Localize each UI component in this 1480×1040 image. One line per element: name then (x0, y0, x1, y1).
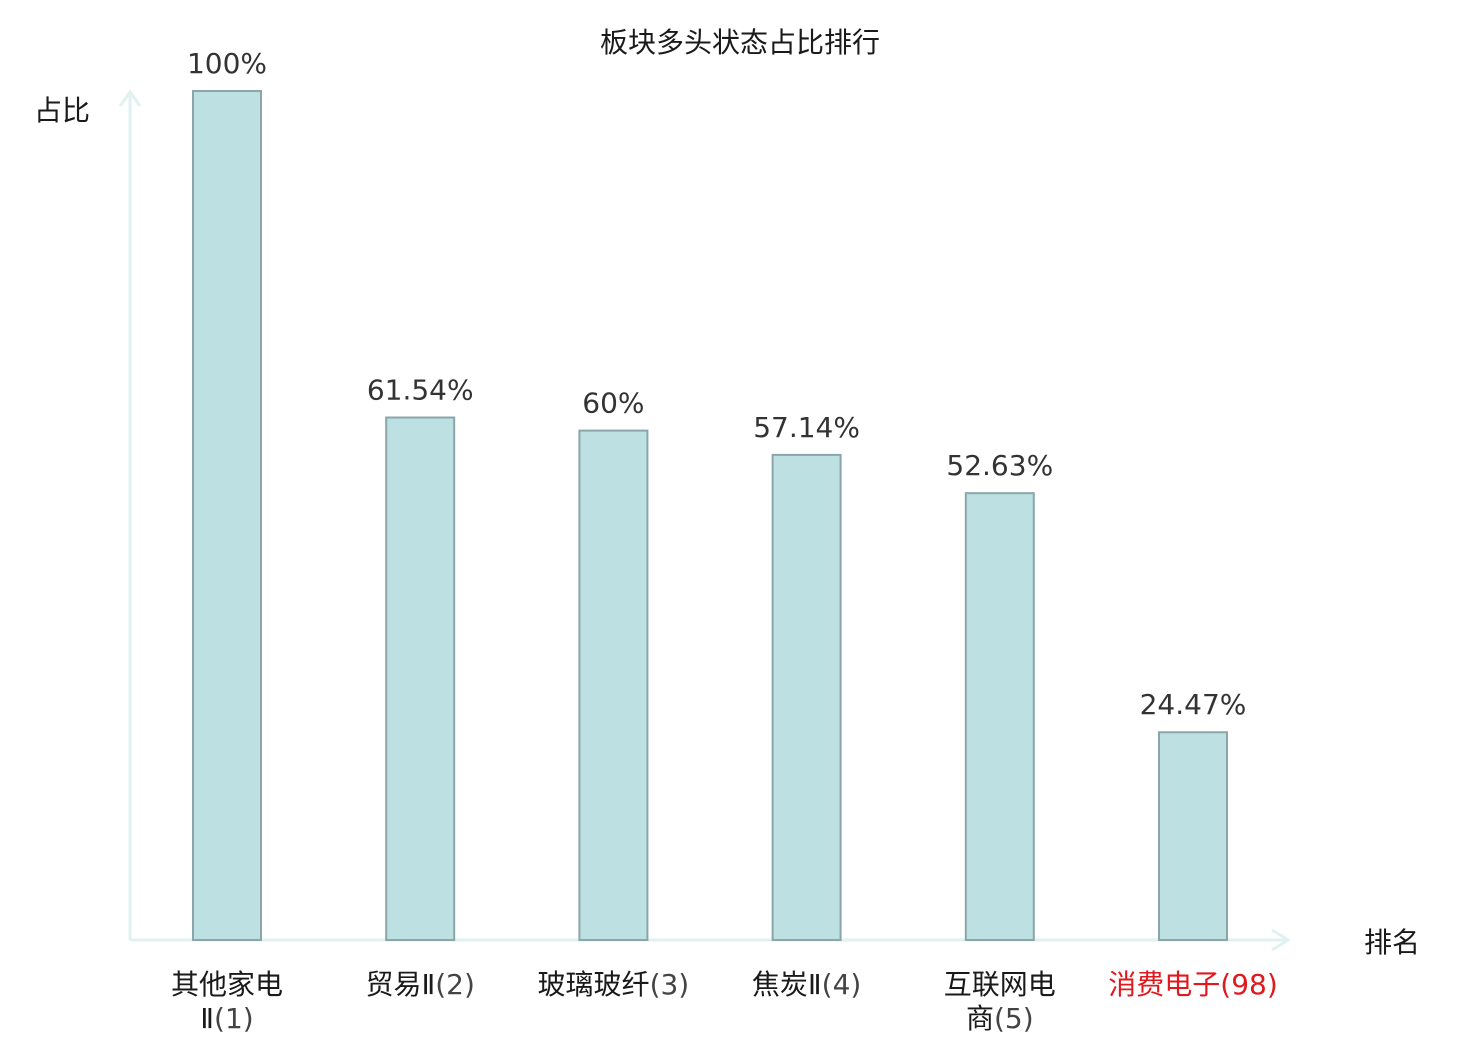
x-tick-label-3: 玻璃玻纤(3) (538, 968, 690, 1001)
data-label-3: 60% (582, 387, 644, 420)
x-tick-labels: 其他家电 Ⅱ(1) 贸易Ⅱ(2) 玻璃玻纤(3) 焦炭Ⅱ(4) 互联网电商(5) 消费电子(… (171, 968, 1278, 1035)
x-axis-label: 排名 (1364, 926, 1420, 959)
data-label-6: 24.47% (1140, 688, 1247, 721)
bar-6 (1158, 731, 1228, 941)
data-label-5: 52.63% (946, 449, 1053, 482)
data-labels: 100% 61.54% 60% 57.14% 52.63% 24.47% (187, 47, 1246, 721)
x-tick-label-2: 贸易Ⅱ(2) (365, 968, 474, 1001)
data-label-4: 57.14% (753, 411, 860, 444)
bar-2 (385, 416, 456, 941)
bar-1 (192, 90, 262, 941)
bar-3 (578, 429, 649, 941)
bar-4 (771, 453, 842, 941)
x-tick-label-4: 焦炭Ⅱ(4) (752, 968, 861, 1001)
bar-5 (964, 492, 1035, 941)
x-tick-label-5: 互联网电商(5) (944, 968, 1056, 1035)
y-axis (118, 89, 142, 940)
x-tick-label-6: 消费电子(98) (1108, 968, 1278, 1001)
x-axis (130, 928, 1291, 952)
data-label-2: 61.54% (367, 374, 474, 407)
chart-title: 板块多头状态占比排行 (600, 26, 880, 59)
data-label-1: 100% (187, 47, 267, 80)
y-axis-label: 占比 (34, 94, 90, 127)
bar-series (192, 90, 1228, 941)
x-tick-label-1: 其他家电 Ⅱ(1) (171, 968, 283, 1035)
